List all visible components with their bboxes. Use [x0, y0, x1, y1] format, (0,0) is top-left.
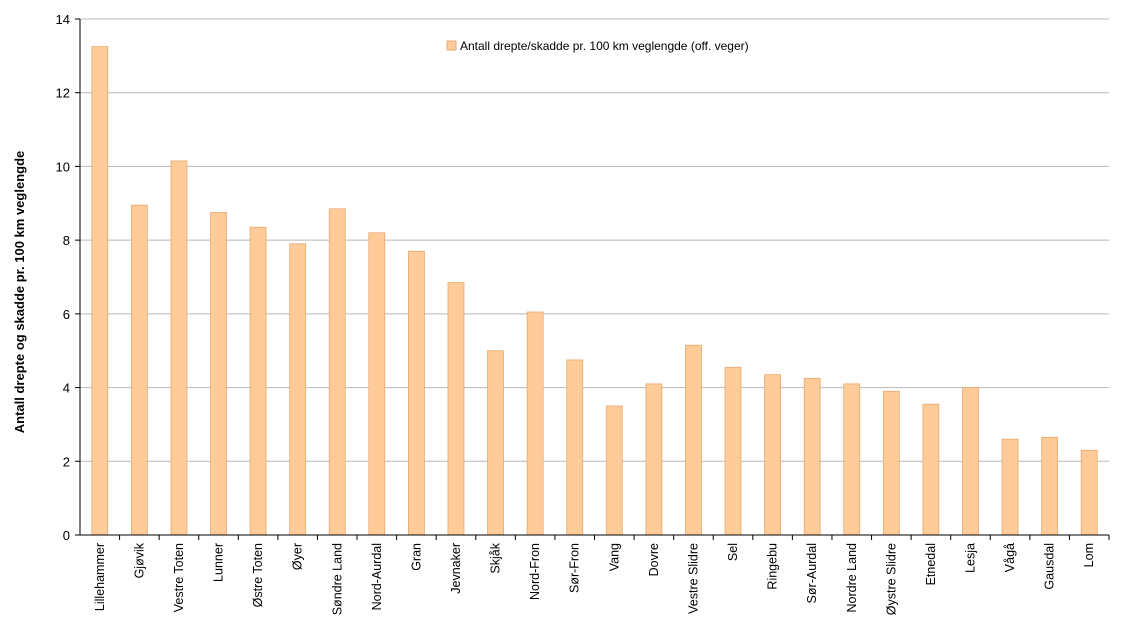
- bar: [170, 160, 188, 536]
- bar: [328, 208, 346, 536]
- y-tick-label: 10: [56, 159, 70, 174]
- x-category-label: Sel: [726, 543, 740, 561]
- y-tick-label: 4: [63, 381, 70, 396]
- legend-label: Antall drepte/skadde pr. 100 km veglengd…: [460, 39, 749, 53]
- bar: [922, 403, 940, 536]
- x-category-label: Sør-Aurdal: [805, 543, 819, 603]
- bar: [724, 366, 742, 536]
- bar: [803, 377, 821, 536]
- bar: [1001, 438, 1019, 536]
- x-category-label: Vågå: [1003, 543, 1017, 572]
- y-tick-labels: 0 2 4 6 8 10 12 14: [56, 12, 70, 543]
- bar: [882, 390, 900, 536]
- bar: [685, 344, 702, 536]
- bar: [1041, 436, 1059, 536]
- x-category-label: Vestre Toten: [172, 543, 186, 612]
- x-category-label: Vestre Slidre: [686, 543, 700, 614]
- x-category-label: Skjåk: [489, 542, 503, 573]
- bar: [408, 250, 425, 536]
- x-category-label: Øyer: [291, 543, 305, 570]
- bar: [962, 387, 979, 536]
- bar: [526, 311, 544, 536]
- bar: [210, 212, 227, 536]
- x-category-label: Lillehammer: [93, 543, 107, 611]
- bar: [605, 405, 623, 536]
- x-category-label: Jevnaker: [449, 543, 463, 594]
- x-category-label: Østre Toten: [251, 543, 265, 607]
- bar: [566, 359, 584, 536]
- x-category-label: Lunner: [212, 543, 226, 582]
- x-category-label: Lesja: [963, 543, 977, 573]
- x-category-label: Gjøvik: [132, 542, 146, 578]
- bar: [447, 282, 465, 536]
- y-tick-label: 0: [63, 528, 70, 543]
- bar: [91, 46, 109, 536]
- bars: [91, 46, 1098, 536]
- x-category-label: Nord-Aurdal: [370, 543, 384, 610]
- y-tick-label: 14: [56, 12, 70, 27]
- bar: [249, 226, 267, 536]
- x-category-label: Etnedal: [924, 543, 938, 585]
- gridlines: [75, 18, 1109, 536]
- x-category-label: Dovre: [647, 543, 661, 576]
- y-tick-label: 6: [63, 307, 70, 322]
- bar: [764, 374, 781, 536]
- bar: [368, 232, 386, 536]
- bar: [130, 204, 148, 536]
- x-category-label: Vang: [607, 543, 621, 571]
- x-category-label: Gausdal: [1043, 543, 1057, 590]
- x-category-label: Øystre Slidre: [884, 543, 898, 615]
- x-category-label: Nord-Fron: [528, 543, 542, 600]
- x-category-labels: Lillehammer Gjøvik Vestre Toten Lunner Østre…: [93, 542, 1096, 615]
- y-tick-label: 8: [63, 233, 70, 248]
- x-category-label: Ringebu: [766, 543, 780, 590]
- axes: [79, 19, 1110, 540]
- x-category-label: Lom: [1082, 543, 1096, 567]
- y-tick-label: 12: [56, 86, 70, 101]
- bar: [487, 350, 504, 536]
- bar: [289, 243, 307, 536]
- bar: [843, 383, 861, 536]
- legend: Antall drepte/skadde pr. 100 km veglengd…: [446, 39, 749, 53]
- y-axis-label: Antall drepte og skadde pr. 100 km vegle…: [12, 151, 27, 433]
- x-category-label: Sør-Fron: [568, 543, 582, 593]
- legend-swatch: [446, 40, 457, 51]
- y-tick-label: 2: [63, 454, 70, 469]
- x-category-label: Nordre Land: [845, 543, 859, 613]
- x-category-label: Søndre Land: [330, 543, 344, 615]
- bar: [645, 383, 663, 536]
- bar: [1080, 449, 1098, 536]
- x-category-label: Gran: [409, 543, 423, 571]
